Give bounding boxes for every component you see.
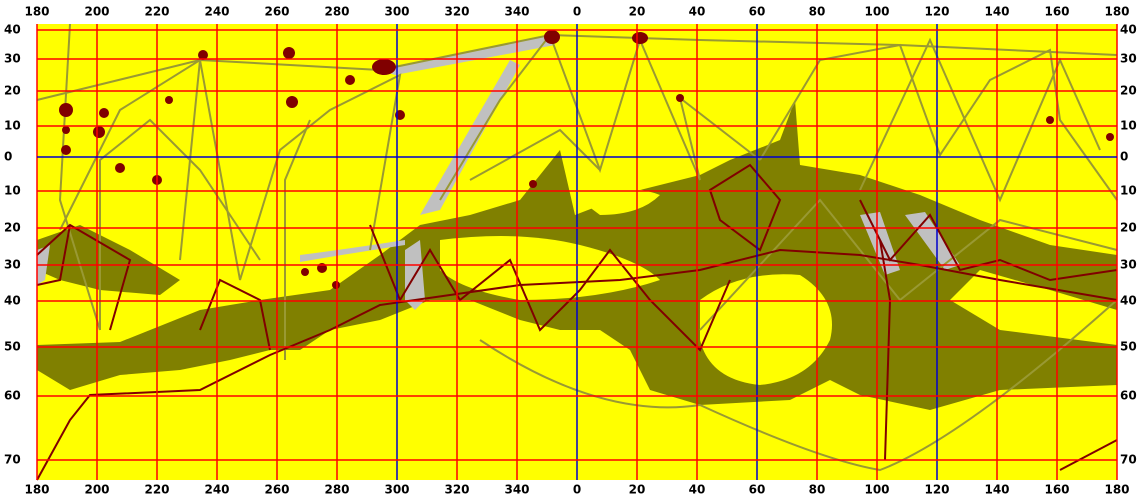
top-label: 300 [384, 5, 409, 19]
bottom-label: 240 [204, 483, 229, 497]
right-label: 50 [1120, 340, 1137, 354]
right-label: 20 [1120, 221, 1137, 235]
bottom-label: 340 [504, 483, 529, 497]
top-label: 0 [573, 5, 581, 19]
top-label: 160 [1044, 5, 1069, 19]
top-label: 260 [264, 5, 289, 19]
right-label: 10 [1120, 119, 1137, 133]
left-label: 20 [4, 221, 21, 235]
left-label: 40 [4, 23, 21, 37]
right-label: 0 [1120, 150, 1128, 164]
bottom-label: 60 [749, 483, 766, 497]
labels: 180 200 220 240 260 280 300 320 340 0 20 40 60 80 100 1… [4, 5, 1137, 497]
top-label: 60 [749, 5, 766, 19]
bottom-label: 320 [444, 483, 469, 497]
bottom-label: 260 [264, 483, 289, 497]
top-label: 40 [689, 5, 706, 19]
left-label: 10 [4, 119, 21, 133]
top-label: 180 [1104, 5, 1129, 19]
left-label: 20 [4, 84, 21, 98]
right-label: 30 [1120, 258, 1137, 272]
top-label: 180 [24, 5, 49, 19]
top-label: 120 [924, 5, 949, 19]
bottom-label: 40 [689, 483, 706, 497]
right-label: 10 [1120, 184, 1137, 198]
dark-red-lines [36, 163, 1118, 481]
right-label: 70 [1120, 453, 1137, 467]
bottom-label: 200 [84, 483, 109, 497]
right-label: 20 [1120, 84, 1137, 98]
left-label: 40 [4, 294, 21, 308]
top-label: 220 [144, 5, 169, 19]
left-label: 30 [4, 52, 21, 66]
top-label: 280 [324, 5, 349, 19]
top-label: 200 [84, 5, 109, 19]
right-label: 40 [1120, 294, 1137, 308]
bottom-label: 80 [809, 483, 826, 497]
grid [36, 24, 1118, 480]
bottom-label: 180 [1104, 483, 1129, 497]
left-label: 30 [4, 258, 21, 272]
left-label: 70 [4, 453, 21, 467]
left-label: 60 [4, 389, 21, 403]
bottom-label: 120 [924, 483, 949, 497]
bottom-label: 160 [1044, 483, 1069, 497]
top-label: 80 [809, 5, 826, 19]
bottom-label: 20 [629, 483, 646, 497]
bottom-label: 180 [24, 483, 49, 497]
bottom-label: 100 [864, 483, 889, 497]
bottom-label: 220 [144, 483, 169, 497]
top-label: 240 [204, 5, 229, 19]
bottom-label: 280 [324, 483, 349, 497]
top-label: 20 [629, 5, 646, 19]
right-label: 40 [1120, 23, 1137, 37]
top-label: 100 [864, 5, 889, 19]
left-label: 50 [4, 340, 21, 354]
top-label: 340 [504, 5, 529, 19]
bottom-label: 300 [384, 483, 409, 497]
right-label: 60 [1120, 389, 1137, 403]
bottom-label: 140 [984, 483, 1009, 497]
top-label: 320 [444, 5, 469, 19]
left-label: 0 [4, 150, 12, 164]
top-label: 140 [984, 5, 1009, 19]
bottom-label: 0 [573, 483, 581, 497]
right-label: 30 [1120, 52, 1137, 66]
left-label: 10 [4, 184, 21, 198]
